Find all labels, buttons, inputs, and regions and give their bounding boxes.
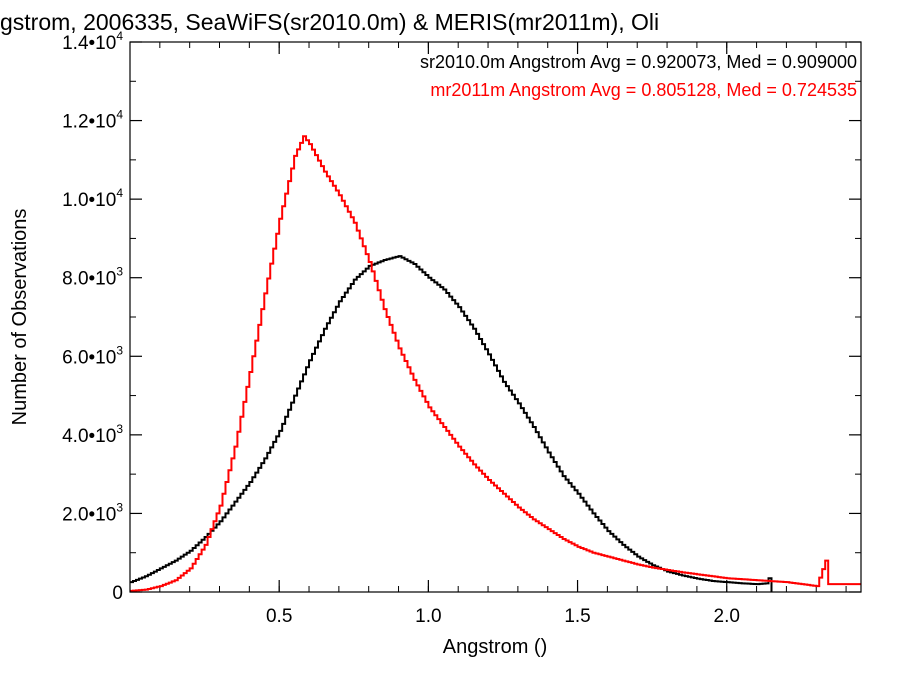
y-tick-label: 1.2•104	[62, 108, 123, 133]
series-1-histogram	[130, 255, 773, 592]
legend-entry-2: mr2011m Angstrom Avg = 0.805128, Med = 0…	[430, 80, 857, 100]
x-tick-label: 1.5	[564, 606, 590, 627]
tick-marks	[130, 41, 861, 593]
chart-title: gstrom, 2006335, SeaWiFS(sr2010.0m) & ME…	[0, 9, 659, 35]
y-tick-label: 2.0•103	[62, 500, 123, 525]
plot-frame	[129, 41, 862, 593]
y-axis-label: Number of Observations	[9, 209, 31, 426]
x-tick-label: 2.0	[714, 606, 740, 627]
x-tick-label: 1.0	[415, 606, 441, 627]
x-axis-label: Angstrom ()	[443, 636, 547, 658]
x-tick-label: 0.5	[266, 606, 292, 627]
y-tick-label: 8.0•103	[62, 265, 123, 290]
y-tick-label: 1.0•104	[62, 186, 123, 211]
series-group	[130, 135, 861, 592]
x-tick-labels: 0.5 1.0 1.5 2.0	[266, 606, 740, 627]
y-tick-label: 6.0•103	[62, 343, 123, 368]
y-tick-label: 0	[112, 583, 123, 604]
legend-entry-1: sr2010.0m Angstrom Avg = 0.920073, Med =…	[420, 52, 857, 72]
series-2-histogram	[130, 135, 861, 592]
y-tick-label: 4.0•103	[62, 422, 123, 447]
y-tick-labels: 0 2.0•103 4.0•103 6.0•103 8.0•103 1.0•104 1.2•…	[62, 29, 123, 604]
y-tick-label: 1.4•104	[62, 29, 123, 54]
